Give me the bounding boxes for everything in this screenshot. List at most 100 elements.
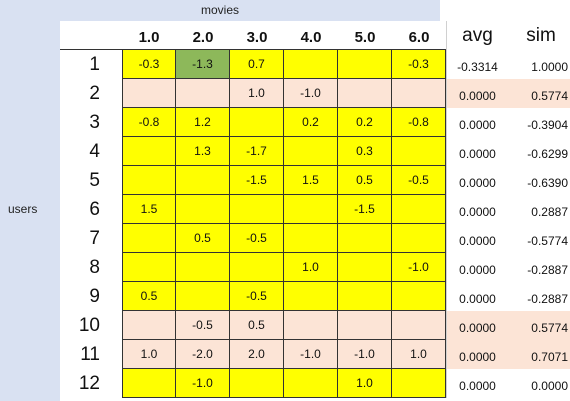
sim-cell[interactable]: -0.6390 xyxy=(527,176,568,190)
movies-group-label[interactable]: movies xyxy=(200,3,239,17)
rating-cell[interactable] xyxy=(284,311,338,340)
rating-cell[interactable] xyxy=(392,282,446,311)
rating-cell[interactable] xyxy=(122,224,176,253)
rating-cell[interactable]: 0.5 xyxy=(230,311,284,340)
sim-cell[interactable]: -0.3904 xyxy=(527,118,568,132)
rating-cell[interactable]: 0.5 xyxy=(176,224,230,253)
sim-cell[interactable]: -0.2887 xyxy=(527,292,568,306)
rating-cell[interactable]: 1.5 xyxy=(284,166,338,195)
rating-cell[interactable] xyxy=(392,137,446,166)
rating-cell[interactable]: 0.7 xyxy=(230,50,284,79)
rating-cell[interactable] xyxy=(284,50,338,79)
rating-cell[interactable] xyxy=(338,50,392,79)
sim-column-header[interactable]: sim xyxy=(526,25,556,46)
rating-cell[interactable]: 0.5 xyxy=(338,166,392,195)
avg-cell[interactable]: 0.0000 xyxy=(446,282,508,311)
rating-cell[interactable] xyxy=(230,253,284,282)
rating-cell[interactable]: -0.3 xyxy=(392,50,446,79)
sim-cell[interactable]: 0.5774 xyxy=(508,311,570,340)
user-row-header[interactable]: 4 xyxy=(89,141,100,162)
rating-cell[interactable]: -1.0 xyxy=(284,79,338,108)
rating-cell[interactable]: -0.3 xyxy=(122,50,176,79)
user-row-header[interactable]: 10 xyxy=(78,315,100,336)
rating-cell[interactable] xyxy=(122,166,176,195)
sim-cell[interactable]: 0.2887 xyxy=(531,205,568,219)
avg-cell[interactable]: 0.0000 xyxy=(446,224,508,253)
rating-cell[interactable]: -0.8 xyxy=(122,108,176,137)
rating-cell[interactable] xyxy=(230,108,284,137)
rating-cell[interactable]: -1.0 xyxy=(176,369,230,398)
rating-cell[interactable] xyxy=(338,253,392,282)
movie-column-header[interactable]: 6.0 xyxy=(392,21,446,50)
rating-cell[interactable]: -1.0 xyxy=(338,340,392,369)
rating-cell[interactable] xyxy=(392,195,446,224)
rating-cell[interactable] xyxy=(338,79,392,108)
rating-cell[interactable] xyxy=(392,79,446,108)
rating-cell[interactable] xyxy=(176,282,230,311)
rating-cell[interactable]: 0.5 xyxy=(122,282,176,311)
rating-cell[interactable]: 1.0 xyxy=(230,79,284,108)
user-row-header[interactable]: 5 xyxy=(89,170,100,191)
sim-cell[interactable]: 1.0000 xyxy=(531,60,568,74)
rating-cell[interactable] xyxy=(284,195,338,224)
rating-cell[interactable] xyxy=(122,253,176,282)
user-row-header[interactable]: 3 xyxy=(89,112,100,133)
user-row-header[interactable]: 6 xyxy=(89,199,100,220)
user-row-header[interactable]: 2 xyxy=(89,83,100,104)
rating-cell[interactable] xyxy=(392,369,446,398)
sim-cell[interactable]: -0.2887 xyxy=(527,263,568,277)
rating-cell[interactable] xyxy=(284,282,338,311)
rating-cell[interactable] xyxy=(284,369,338,398)
avg-cell[interactable]: -0.3314 xyxy=(446,50,508,79)
rating-cell[interactable]: 1.2 xyxy=(176,108,230,137)
rating-cell[interactable]: 2.0 xyxy=(230,340,284,369)
rating-cell[interactable]: -2.0 xyxy=(176,340,230,369)
avg-cell[interactable]: 0.0000 xyxy=(446,369,508,398)
rating-cell[interactable]: 1.3 xyxy=(176,137,230,166)
rating-cell[interactable] xyxy=(338,282,392,311)
sim-cell[interactable]: 0.0000 xyxy=(531,379,568,393)
rating-cell[interactable]: 0.2 xyxy=(338,108,392,137)
rating-cell[interactable]: -0.5 xyxy=(230,224,284,253)
rating-cell[interactable]: -0.8 xyxy=(392,108,446,137)
movie-column-header[interactable]: 5.0 xyxy=(338,21,392,50)
user-row-header[interactable]: 8 xyxy=(89,257,100,278)
movie-column-header[interactable]: 2.0 xyxy=(176,21,230,50)
rating-cell[interactable] xyxy=(230,195,284,224)
avg-column-header[interactable]: avg xyxy=(446,21,508,50)
rating-cell[interactable] xyxy=(122,311,176,340)
rating-cell[interactable]: 0.2 xyxy=(284,108,338,137)
user-row-header[interactable]: 11 xyxy=(80,344,100,365)
avg-cell[interactable]: 0.0000 xyxy=(446,108,508,137)
rating-cell[interactable]: -1.5 xyxy=(230,166,284,195)
sim-cell[interactable]: 0.5774 xyxy=(508,79,570,108)
rating-cell[interactable] xyxy=(122,137,176,166)
avg-cell[interactable]: 0.0000 xyxy=(446,79,508,108)
rating-cell[interactable] xyxy=(284,224,338,253)
movie-column-header[interactable]: 3.0 xyxy=(230,21,284,50)
rating-cell[interactable]: 1.5 xyxy=(122,195,176,224)
sim-cell[interactable]: 0.7071 xyxy=(508,340,570,369)
rating-cell[interactable]: 1.0 xyxy=(392,340,446,369)
avg-cell[interactable]: 0.0000 xyxy=(446,137,508,166)
rating-cell[interactable] xyxy=(392,224,446,253)
rating-cell[interactable]: -1.0 xyxy=(392,253,446,282)
rating-cell[interactable] xyxy=(176,195,230,224)
rating-cell[interactable]: -1.3 xyxy=(176,50,230,79)
movie-column-header[interactable]: 4.0 xyxy=(284,21,338,50)
header-corner-cell[interactable] xyxy=(60,21,122,50)
rating-cell[interactable] xyxy=(176,79,230,108)
rating-cell[interactable] xyxy=(338,224,392,253)
rating-cell[interactable] xyxy=(338,311,392,340)
sim-cell[interactable]: -0.5774 xyxy=(527,234,568,248)
rating-cell[interactable]: -1.5 xyxy=(338,195,392,224)
rating-cell[interactable] xyxy=(122,369,176,398)
users-group-label[interactable]: users xyxy=(8,202,38,216)
rating-cell[interactable]: -0.5 xyxy=(230,282,284,311)
rating-cell[interactable]: 1.0 xyxy=(122,340,176,369)
rating-cell[interactable]: 1.0 xyxy=(284,253,338,282)
rating-cell[interactable]: -1.7 xyxy=(230,137,284,166)
rating-cell[interactable]: -0.5 xyxy=(176,311,230,340)
user-row-header[interactable]: 1 xyxy=(89,54,100,75)
rating-cell[interactable]: -0.5 xyxy=(392,166,446,195)
